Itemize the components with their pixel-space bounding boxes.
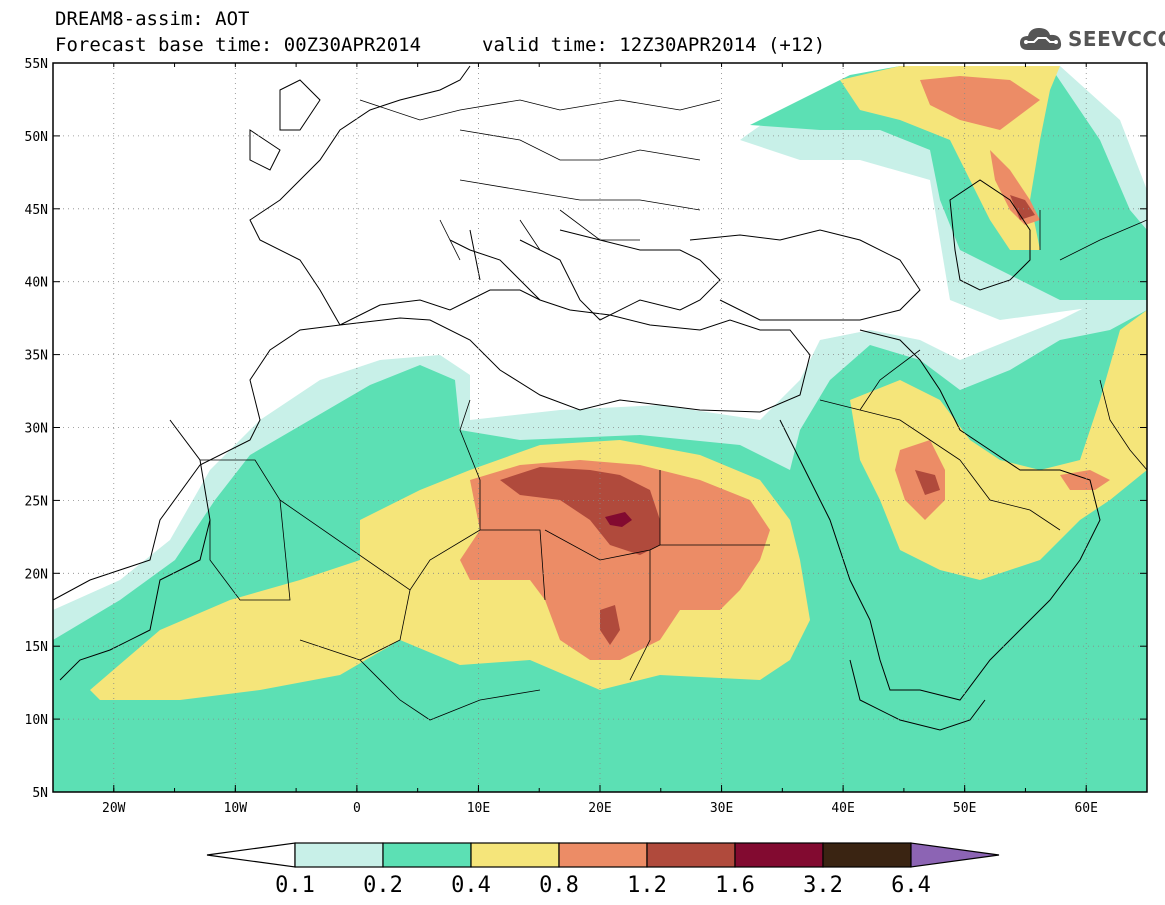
cloud-icon <box>1020 28 1062 50</box>
aot-band-1-6 <box>605 512 632 527</box>
lon-tick-label: 40E <box>831 801 854 816</box>
colorbar-arrow-low <box>206 842 296 868</box>
lat-tick-label: 5N <box>32 786 48 801</box>
colorbar-label: 0.8 <box>539 873 579 898</box>
lon-tick-label: 20E <box>588 801 611 816</box>
logo-text: SEEVCCC <box>1068 27 1165 51</box>
colorbar-label: 3.2 <box>803 873 843 898</box>
colorbar-arrow-high <box>910 842 1000 868</box>
longitude-axis: 20W 10W 0 10E 20E 30E 40E 50E 60E <box>52 63 1148 816</box>
colorbar-segment <box>294 842 384 868</box>
aot-band-1-2 <box>500 195 1035 645</box>
country-borders <box>200 99 1147 721</box>
lat-tick-label: 45N <box>25 203 48 218</box>
colorbar-segment <box>470 842 560 868</box>
colorbar-label: 6.4 <box>891 873 931 898</box>
aot-colorbar: 0.1 0.2 0.4 0.8 1.2 1.6 3.2 6.4 <box>206 842 1000 898</box>
colorbar-segment <box>382 842 472 868</box>
lon-tick-label: 50E <box>953 801 976 816</box>
lon-tick-label: 0 <box>353 801 361 816</box>
colorbar-segment <box>822 842 912 868</box>
lon-tick-label: 20W <box>102 801 126 816</box>
lat-tick-label: 35N <box>25 349 48 364</box>
lon-tick-label: 30E <box>710 801 733 816</box>
lat-tick-label: 30N <box>25 422 48 437</box>
colorbar-label: 1.2 <box>627 873 667 898</box>
lat-tick-label: 20N <box>25 567 48 582</box>
colorbar-label: 1.6 <box>715 873 755 898</box>
coastlines <box>53 65 1101 731</box>
colorbar-label: 0.4 <box>451 873 491 898</box>
colorbar-segment <box>734 842 824 868</box>
seevccc-logo: SEEVCCC <box>1018 24 1165 54</box>
latitude-axis: 5N 10N 15N 20N 25N 30N 35N 40N 45N 50N 55N <box>25 57 1147 801</box>
valid-time: valid time: 12Z30APR2014 (+12) <box>482 34 826 56</box>
aot-band-0-8 <box>460 76 1110 660</box>
lon-tick-label: 10W <box>224 801 248 816</box>
lon-tick-label: 60E <box>1074 801 1097 816</box>
colorbar-label: 0.2 <box>363 873 403 898</box>
lat-tick-label: 10N <box>25 713 48 728</box>
lat-tick-label: 25N <box>25 494 48 509</box>
lon-tick-label: 10E <box>467 801 490 816</box>
colorbar-segment <box>646 842 736 868</box>
lat-tick-label: 50N <box>25 130 48 145</box>
aot-field <box>53 66 1147 792</box>
map-title: DREAM8-assim: AOT <box>55 8 250 30</box>
lat-tick-label: 15N <box>25 640 48 655</box>
forecast-base-time: Forecast base time: 00Z30APR2014 <box>55 34 422 56</box>
lat-tick-label: 40N <box>25 276 48 291</box>
colorbar-label: 0.1 <box>275 873 315 898</box>
colorbar-segment <box>558 842 648 868</box>
lat-tick-label: 55N <box>25 57 48 72</box>
